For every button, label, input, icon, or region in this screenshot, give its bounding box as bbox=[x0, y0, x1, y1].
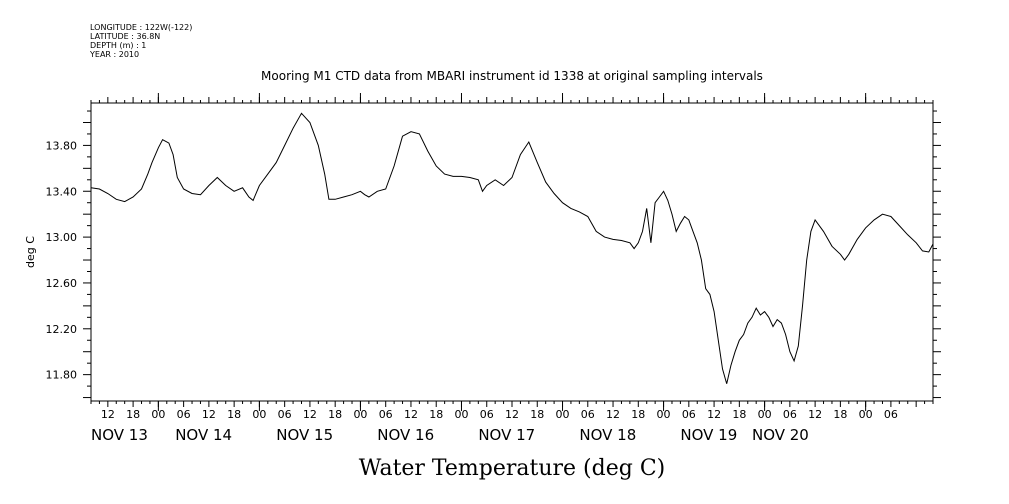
y-tick-label: 12.20 bbox=[46, 323, 78, 336]
x-hour-label: 00 bbox=[758, 408, 772, 421]
x-hour-label: 18 bbox=[631, 408, 645, 421]
x-hour-label: 12 bbox=[606, 408, 620, 421]
plot-frame bbox=[90, 102, 934, 402]
x-axis-label: Water Temperature (deg C) bbox=[359, 456, 666, 481]
x-hour-labels: 12 18 00 06 12 18 00 06 12 18 00 06 12 18 00 06 12 18 00 06… bbox=[101, 408, 898, 421]
axis-ticks bbox=[83, 93, 941, 411]
x-hour-label: 18 bbox=[429, 408, 443, 421]
x-hour-label: 18 bbox=[530, 408, 544, 421]
x-day-label: NOV 20 bbox=[752, 426, 809, 444]
x-hour-label: 12 bbox=[707, 408, 721, 421]
header-longitude: LONGITUDE : 122W(-122) bbox=[90, 23, 192, 32]
y-tick-label: 11.80 bbox=[46, 369, 78, 382]
x-hour-label: 12 bbox=[404, 408, 418, 421]
x-hour-label: 00 bbox=[454, 408, 468, 421]
x-hour-label: 12 bbox=[505, 408, 519, 421]
y-tick-label: 13.80 bbox=[46, 139, 78, 152]
y-tick-labels: 11.80 12.20 12.60 13.00 13.40 13.80 bbox=[46, 139, 78, 381]
x-hour-label: 00 bbox=[657, 408, 671, 421]
chart-title: Mooring M1 CTD data from MBARI instrumen… bbox=[261, 69, 763, 83]
y-tick-label: 12.60 bbox=[46, 277, 78, 290]
x-hour-label: 00 bbox=[556, 408, 570, 421]
x-hour-label: 12 bbox=[101, 408, 115, 421]
x-hour-label: 18 bbox=[328, 408, 342, 421]
x-hour-label: 06 bbox=[581, 408, 595, 421]
x-hour-label: 12 bbox=[808, 408, 822, 421]
x-hour-label: 00 bbox=[151, 408, 165, 421]
x-hour-label: 12 bbox=[303, 408, 317, 421]
x-hour-label: 00 bbox=[252, 408, 266, 421]
x-hour-label: 06 bbox=[379, 408, 393, 421]
x-day-labels: NOV 13 NOV 14 NOV 15 NOV 16 NOV 17 NOV 18 NOV … bbox=[91, 426, 809, 444]
x-hour-label: 18 bbox=[833, 408, 847, 421]
y-tick-label: 13.00 bbox=[46, 231, 78, 244]
x-day-label: NOV 15 bbox=[276, 426, 333, 444]
x-hour-label: 18 bbox=[732, 408, 746, 421]
y-tick-label: 13.40 bbox=[46, 185, 78, 198]
header-year: YEAR : 2010 bbox=[89, 50, 139, 59]
x-hour-label: 06 bbox=[177, 408, 191, 421]
x-hour-label: 00 bbox=[859, 408, 873, 421]
x-day-label: NOV 13 bbox=[91, 426, 148, 444]
x-day-label: NOV 17 bbox=[478, 426, 535, 444]
y-axis-label: deg C bbox=[24, 236, 37, 268]
x-hour-label: 06 bbox=[480, 408, 494, 421]
x-hour-label: 06 bbox=[783, 408, 797, 421]
header-depth: DEPTH (m) : 1 bbox=[90, 41, 146, 50]
x-day-label: NOV 19 bbox=[680, 426, 737, 444]
x-day-label: NOV 18 bbox=[579, 426, 636, 444]
header-latitude: LATITUDE : 36.8N bbox=[90, 32, 160, 41]
x-hour-label: 06 bbox=[278, 408, 292, 421]
x-hour-label: 06 bbox=[884, 408, 898, 421]
x-day-label: NOV 16 bbox=[377, 426, 434, 444]
x-hour-label: 18 bbox=[227, 408, 241, 421]
series-line bbox=[90, 112, 934, 384]
x-hour-label: 00 bbox=[353, 408, 367, 421]
x-hour-label: 18 bbox=[126, 408, 140, 421]
x-hour-label: 12 bbox=[202, 408, 216, 421]
metadata-header: LONGITUDE : 122W(-122) LATITUDE : 36.8N … bbox=[89, 23, 192, 59]
x-day-label: NOV 14 bbox=[175, 426, 232, 444]
x-hour-label: 06 bbox=[682, 408, 696, 421]
